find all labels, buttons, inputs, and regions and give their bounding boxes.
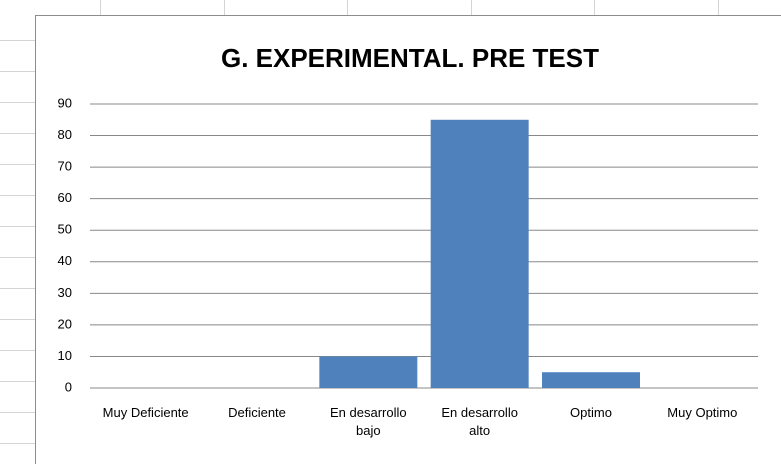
bar: [430, 119, 529, 389]
y-tick-label: 20: [58, 316, 72, 331]
y-tick-label: 60: [58, 190, 72, 205]
bar: [542, 372, 640, 388]
x-tick-label: Optimo: [570, 405, 612, 420]
x-tick-label: Deficiente: [228, 405, 286, 420]
y-tick-label: 0: [65, 379, 72, 394]
y-tick-label: 90: [58, 95, 72, 110]
x-tick-label: Muy Optimo: [667, 405, 738, 420]
chart-title: G. EXPERIMENTAL. PRE TEST: [221, 43, 599, 73]
sheet-grid: [0, 0, 719, 444]
y-tick-label: 30: [58, 285, 72, 300]
y-tick-label: 10: [58, 348, 72, 363]
y-tick-label: 40: [58, 253, 72, 268]
y-tick-label: 50: [58, 222, 72, 237]
x-tick-label: Muy Deficiente: [102, 405, 189, 420]
chart-border: [35, 15, 781, 464]
bar: [319, 356, 418, 388]
x-tick-label: En desarrollo alto: [441, 405, 518, 438]
y-tick-label: 70: [58, 159, 72, 174]
y-tick-label: 80: [58, 127, 72, 142]
x-tick-label: En desarrollo bajo: [330, 405, 407, 438]
